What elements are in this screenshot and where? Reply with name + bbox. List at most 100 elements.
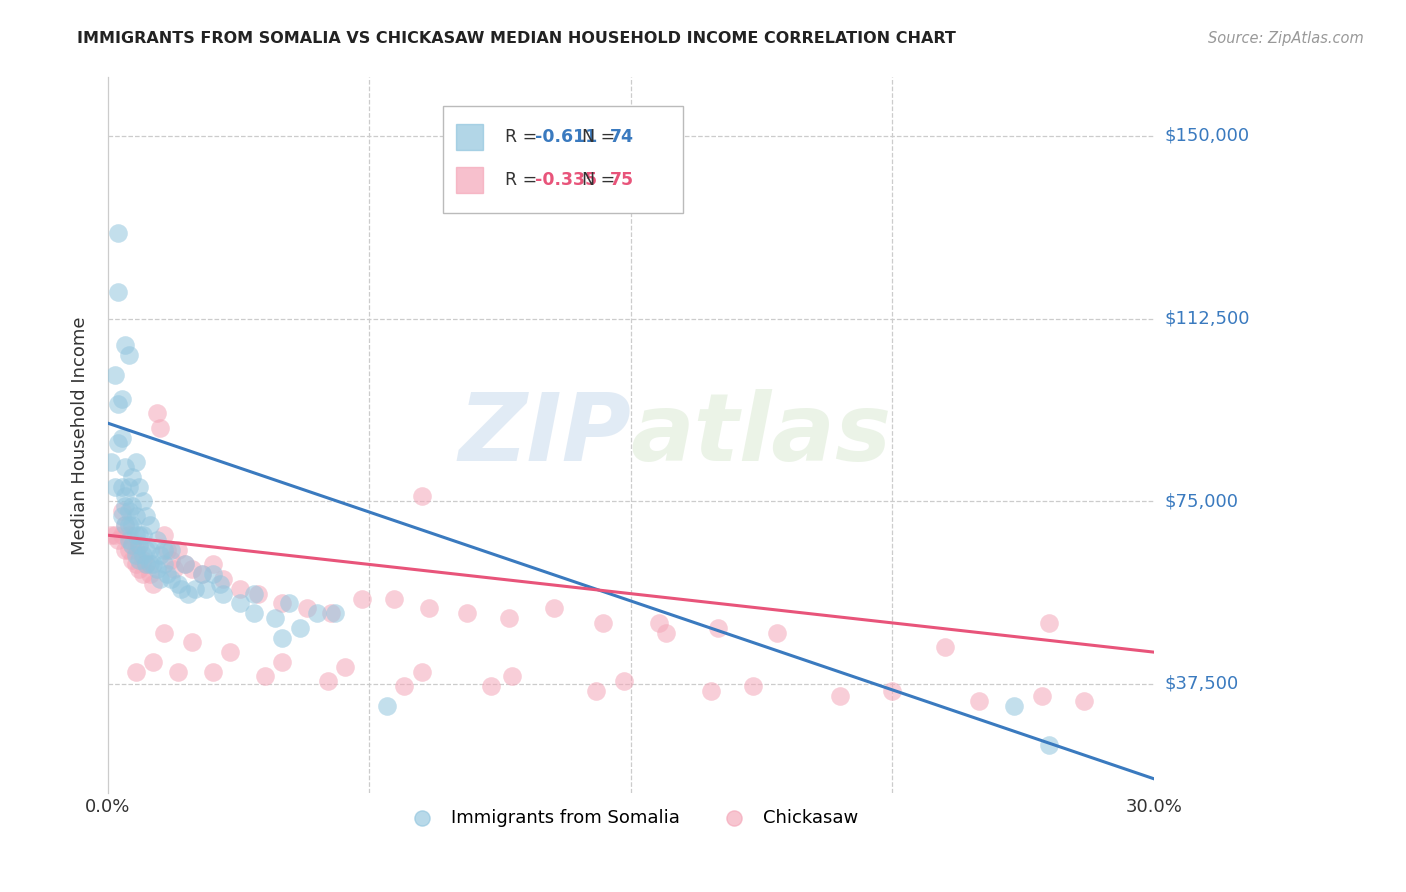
Point [118, 542, 141, 557]
Point [132, 548, 155, 562]
Point [375, 698, 398, 713]
Point [139, 567, 162, 582]
Text: N =: N = [582, 128, 620, 146]
Bar [456, 167, 484, 193]
Text: ZIP: ZIP [458, 390, 631, 482]
Point [288, 621, 311, 635]
Point [700, 684, 723, 698]
FancyBboxPatch shape [443, 106, 683, 213]
Point [118, 479, 141, 493]
Point [114, 499, 136, 513]
Point [107, 227, 129, 241]
Point [142, 558, 165, 572]
Point [191, 567, 214, 582]
Point [159, 552, 181, 566]
Point [271, 596, 294, 610]
Point [156, 542, 179, 557]
Point [146, 533, 169, 547]
Point [159, 542, 181, 557]
Text: 75: 75 [610, 170, 634, 189]
Point [149, 572, 172, 586]
Point [114, 542, 136, 557]
Point [111, 431, 134, 445]
Point [121, 552, 143, 566]
Point [333, 659, 356, 673]
Point [125, 508, 148, 523]
Text: R =: R = [505, 128, 543, 146]
Point [118, 504, 141, 518]
Point [125, 558, 148, 572]
Text: -0.335: -0.335 [534, 170, 596, 189]
Point [118, 533, 141, 547]
Point [382, 591, 405, 606]
Point [135, 542, 157, 557]
Point [208, 577, 231, 591]
Point [1002, 698, 1025, 713]
Point [194, 582, 217, 596]
Point [191, 567, 214, 582]
Point [655, 625, 678, 640]
Point [152, 625, 174, 640]
Point [1038, 738, 1060, 752]
Point [1031, 689, 1053, 703]
Point [132, 528, 155, 542]
Point [243, 606, 266, 620]
Point [132, 552, 155, 566]
Point [139, 542, 162, 557]
Point [184, 582, 207, 596]
Point [128, 538, 150, 552]
Point [229, 596, 252, 610]
Point [456, 606, 478, 620]
Point [394, 679, 416, 693]
Point [170, 582, 193, 596]
Point [118, 518, 141, 533]
Point [163, 562, 186, 576]
Point [104, 368, 127, 382]
Point [128, 528, 150, 542]
Text: N =: N = [582, 170, 620, 189]
Point [111, 508, 134, 523]
Point [111, 479, 134, 493]
Point [135, 508, 157, 523]
Point [316, 674, 339, 689]
Bar [456, 124, 484, 150]
Point [128, 552, 150, 566]
Point [173, 558, 195, 572]
Point [295, 601, 318, 615]
Point [128, 562, 150, 576]
Text: $37,500: $37,500 [1166, 674, 1239, 693]
Point [707, 621, 730, 635]
Point [159, 572, 181, 586]
Point [149, 548, 172, 562]
Point [585, 684, 607, 698]
Point [180, 635, 202, 649]
Point [219, 645, 242, 659]
Point [481, 679, 503, 693]
Point [114, 518, 136, 533]
Point [201, 665, 224, 679]
Point [121, 470, 143, 484]
Point [166, 542, 188, 557]
Point [100, 528, 122, 542]
Point [114, 518, 136, 533]
Point [107, 285, 129, 299]
Text: -0.611: -0.611 [534, 128, 598, 146]
Point [543, 601, 565, 615]
Point [352, 591, 374, 606]
Point [766, 625, 789, 640]
Point [111, 528, 134, 542]
Point [741, 679, 763, 693]
Text: Source: ZipAtlas.com: Source: ZipAtlas.com [1208, 31, 1364, 46]
Point [128, 479, 150, 493]
Point [180, 562, 202, 576]
Point [969, 694, 991, 708]
Point [125, 528, 148, 542]
Point [271, 631, 294, 645]
Text: atlas: atlas [631, 390, 893, 482]
Text: R =: R = [505, 170, 543, 189]
Point [104, 479, 127, 493]
Legend: Immigrants from Somalia, Chickasaw: Immigrants from Somalia, Chickasaw [396, 802, 865, 834]
Point [142, 577, 165, 591]
Point [121, 538, 143, 552]
Point [411, 489, 433, 503]
